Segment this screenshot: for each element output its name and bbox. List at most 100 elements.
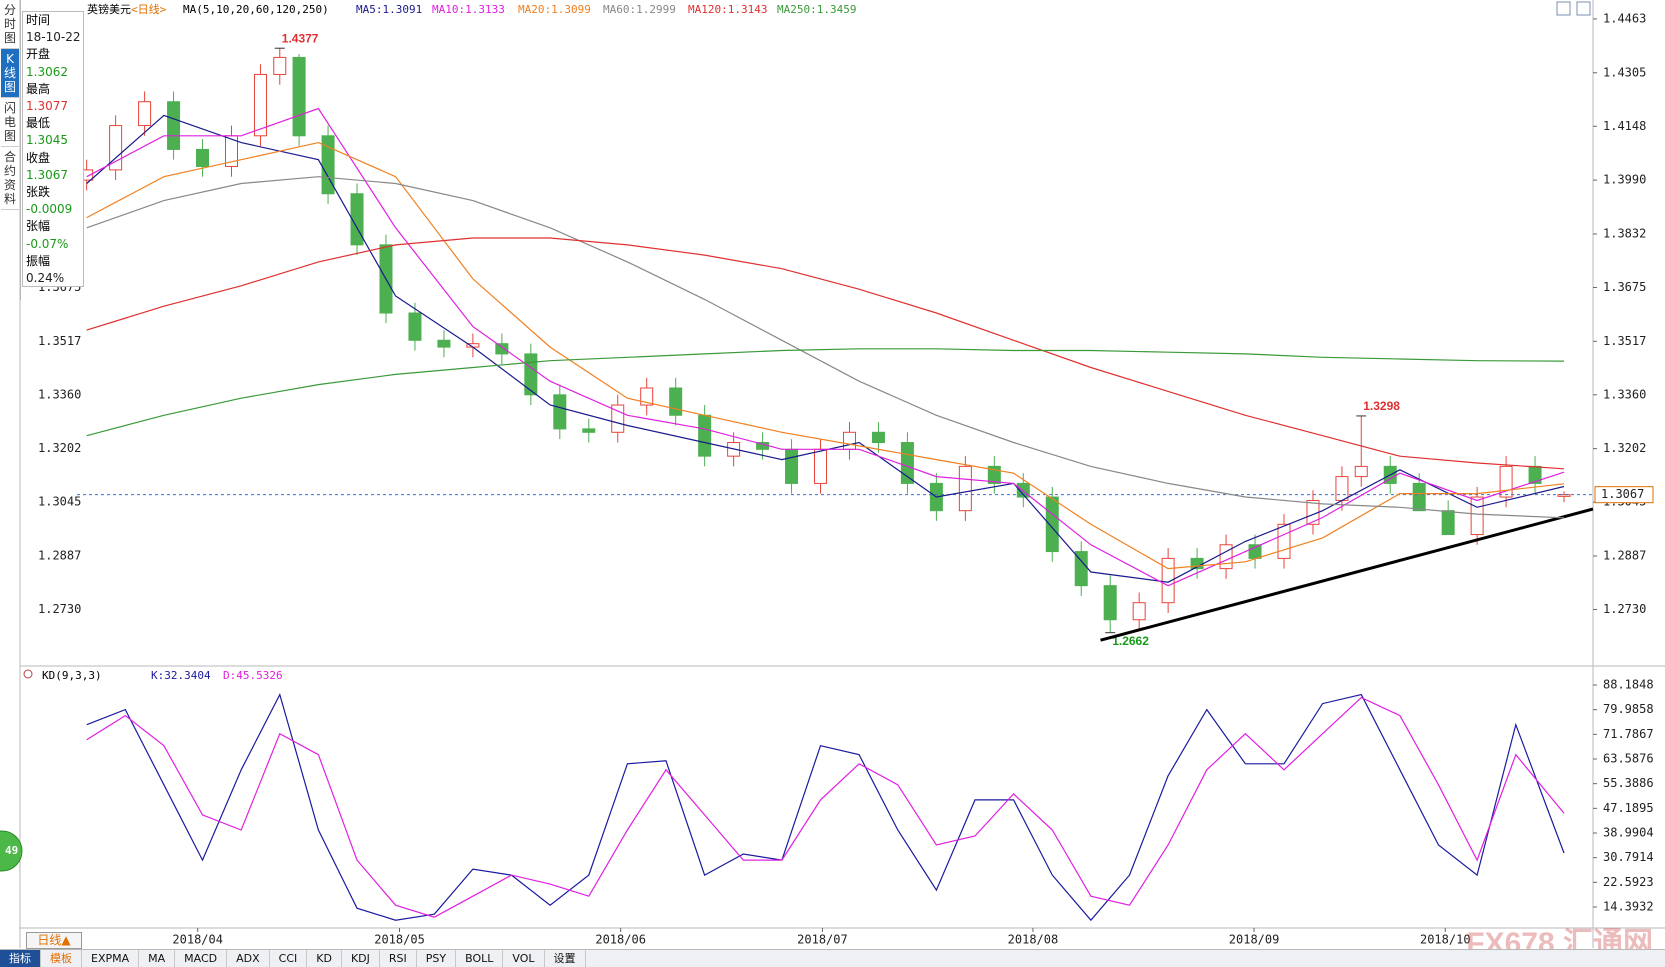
x-tick-label: 2018/08 <box>1008 933 1059 947</box>
y-tick-label-left: 1.2887 <box>38 549 81 563</box>
candle-body <box>1557 494 1571 497</box>
candle-body <box>196 148 210 167</box>
legend-entry: MA5:1.3091 <box>356 3 422 16</box>
y-tick-label: 22.5923 <box>1603 875 1654 889</box>
y-tick-label: 1.4463 <box>1603 11 1646 25</box>
badge-circle[interactable] <box>0 830 23 872</box>
toolbar-item[interactable]: EXPMA <box>82 950 140 967</box>
y-tick-label-left: 1.2730 <box>38 602 81 616</box>
candle-body <box>958 465 972 512</box>
candle-body <box>1277 523 1291 559</box>
x-tick-label: 2018/04 <box>172 933 223 947</box>
chart-header: MA(5,10,20,60,120,250) <box>183 3 329 16</box>
extreme-label: 1.2662 <box>1112 634 1149 648</box>
info-value: 0.24% <box>26 271 65 286</box>
toolbar-item[interactable]: 设置 <box>545 950 586 967</box>
indicator-line <box>86 692 1565 922</box>
y-tick-label: 47.1895 <box>1603 801 1654 815</box>
y-tick-label: 1.2730 <box>1603 602 1646 616</box>
side-tab[interactable]: K线图 <box>1 49 19 98</box>
y-tick-label: 1.3832 <box>1603 226 1646 240</box>
y-tick-label: 55.3886 <box>1603 776 1654 790</box>
info-value: 18-10-22 <box>26 30 81 45</box>
candle-body <box>1470 496 1484 536</box>
toolbar-item[interactable]: 指标 <box>0 950 41 967</box>
candle-body <box>495 343 509 355</box>
side-tab[interactable]: 分时图 <box>1 0 19 49</box>
chart-header: <日线> <box>131 2 167 16</box>
toolbar-item[interactable]: MA <box>139 950 176 967</box>
legend-entry: MA120:1.3143 <box>688 3 767 16</box>
candle-body <box>698 414 712 457</box>
maximize-icon[interactable] <box>1576 1 1591 16</box>
x-tick-label: 2018/05 <box>374 933 425 947</box>
toolbar-item[interactable]: KDJ <box>342 950 380 967</box>
indicator-line <box>86 114 1565 583</box>
y-tick-label: 1.3675 <box>1603 280 1646 294</box>
x-tick-label: 2018/10 <box>1420 933 1471 947</box>
y-tick-label: 1.4305 <box>1603 65 1646 79</box>
legend-entry: MA250:1.3459 <box>777 3 856 16</box>
candle-body <box>524 353 538 396</box>
trendline <box>1100 507 1594 642</box>
candle-body <box>669 387 683 416</box>
toolbar-item[interactable]: RSI <box>380 950 417 967</box>
plot-layer: 英镑美元<日线>MA(5,10,20,60,120,250)1.44631.44… <box>38 2 1654 947</box>
toolbar-item[interactable]: 模板 <box>41 950 82 967</box>
y-tick-label: 1.3202 <box>1603 441 1646 455</box>
toolbar-item[interactable]: BOLL <box>456 950 504 967</box>
toolbar: 指标 模板 EXPMA MA MACD ADX CCI KD KDJ RSI PSY BOLL VOL 设… <box>0 949 1665 967</box>
legend-entry: MA20:1.3099 <box>518 3 591 16</box>
y-tick-label: 1.3990 <box>1603 173 1646 187</box>
candle-body <box>138 101 152 127</box>
y-tick-label: 79.9858 <box>1603 702 1654 716</box>
chart-header: KD(9,3,3) <box>42 669 102 682</box>
info-label: 开盘 <box>26 47 51 62</box>
side-tab[interactable]: 合约资料 <box>1 147 19 210</box>
info-label: 最低 <box>26 116 51 131</box>
toolbar-item[interactable]: PSY <box>417 950 457 967</box>
legend-entry: D:45.5326 <box>223 669 283 682</box>
y-tick-label: 63.5876 <box>1603 751 1654 765</box>
candle-body <box>1219 544 1233 570</box>
info-label: 最高 <box>26 81 51 96</box>
legend-entry: K:32.3404 <box>151 669 211 682</box>
y-tick-label-left: 1.3045 <box>38 495 81 509</box>
indicator-line <box>86 696 1565 918</box>
toolbar-item[interactable]: ADX <box>227 950 270 967</box>
candle-body <box>814 448 828 484</box>
extreme-label: 1.4377 <box>282 31 319 45</box>
info-value: 1.3045 <box>26 133 68 148</box>
x-tick-label: 2018/06 <box>595 933 646 947</box>
indicator-line <box>86 176 1565 519</box>
side-tabs: 分时图 K线图 闪电图 合约资料 <box>0 0 21 300</box>
toolbar-item[interactable]: MACD <box>175 950 228 967</box>
indicator-line <box>86 141 1565 570</box>
last-price-label: 1.3067 <box>1601 487 1644 501</box>
x-tick-label: 2018/07 <box>797 933 848 947</box>
info-label: 张跌 <box>26 185 51 200</box>
info-label: 时间 <box>26 13 51 27</box>
side-tab[interactable]: 闪电图 <box>1 98 19 147</box>
settings-icon[interactable] <box>23 669 33 679</box>
toolbar-item[interactable]: KD <box>307 950 342 967</box>
candle-body <box>167 101 181 150</box>
x-tick-label: 2018/09 <box>1229 933 1280 947</box>
info-label: 振幅 <box>26 253 51 268</box>
candle-body <box>1441 510 1455 536</box>
period-button[interactable]: 日线▲ <box>26 932 82 949</box>
candle-body <box>871 431 885 444</box>
candle-body <box>408 312 422 341</box>
info-value: 1.3077 <box>26 99 68 114</box>
info-value: 1.3062 <box>26 64 68 79</box>
toolbar-item[interactable]: CCI <box>270 950 308 967</box>
candle-body <box>582 428 596 433</box>
y-tick-label: 14.3932 <box>1603 900 1654 914</box>
restore-icon[interactable] <box>1556 1 1571 16</box>
candle-body <box>1161 557 1175 604</box>
toolbar-item[interactable]: VOL <box>503 950 545 967</box>
candle-body <box>437 339 451 348</box>
candle-body <box>1045 496 1059 553</box>
candle-body <box>785 448 799 484</box>
